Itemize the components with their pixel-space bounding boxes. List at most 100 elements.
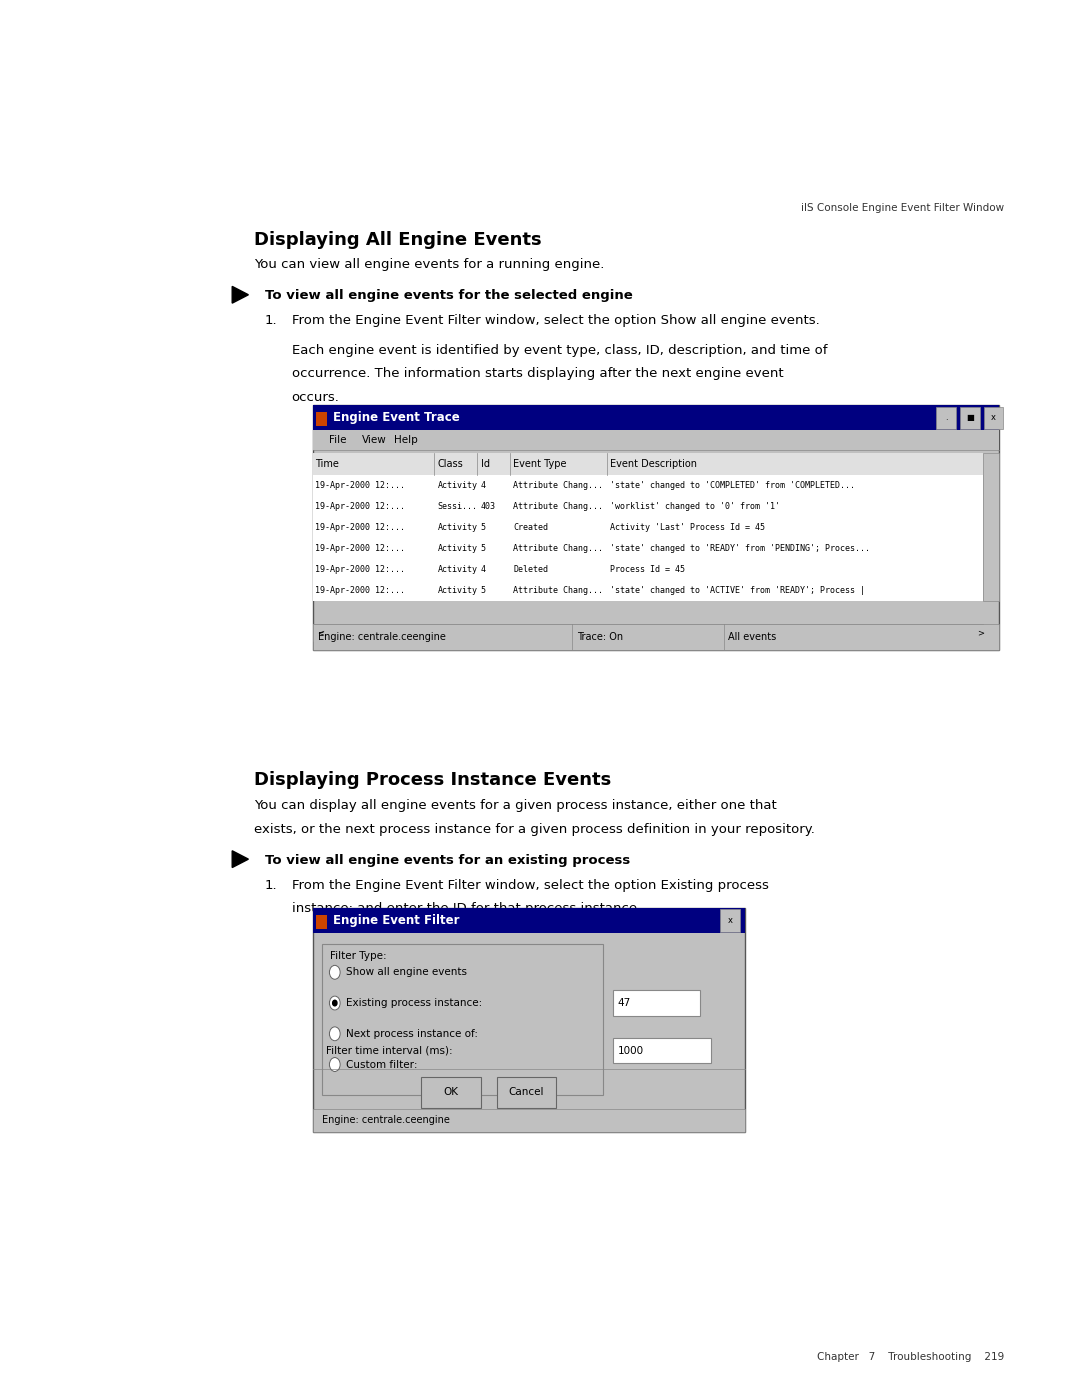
- Text: x: x: [991, 414, 996, 422]
- Circle shape: [329, 965, 340, 979]
- Text: Activity: Activity: [437, 585, 477, 595]
- Text: 'state' changed to 'COMPLETED' from 'COMPLETED...: 'state' changed to 'COMPLETED' from 'COM…: [610, 481, 855, 490]
- Text: All events: All events: [728, 631, 777, 643]
- Text: 'state' changed to 'ACTIVE' from 'READY'; Process |: 'state' changed to 'ACTIVE' from 'READY'…: [610, 585, 865, 595]
- Text: Time: Time: [315, 458, 339, 469]
- Text: 1000: 1000: [618, 1045, 644, 1056]
- Text: Filter Type:: Filter Type:: [330, 951, 387, 961]
- FancyBboxPatch shape: [613, 1038, 711, 1063]
- Text: Attribute Chang...: Attribute Chang...: [513, 481, 603, 490]
- Text: Attribute Chang...: Attribute Chang...: [513, 543, 603, 553]
- Text: <: <: [318, 629, 324, 637]
- Text: Attribute Chang...: Attribute Chang...: [513, 502, 603, 511]
- Text: Filter time interval (ms):: Filter time interval (ms):: [326, 1045, 453, 1056]
- Text: Sessi...: Sessi...: [437, 502, 477, 511]
- Text: 19-Apr-2000 12:...: 19-Apr-2000 12:...: [315, 543, 405, 553]
- Circle shape: [329, 996, 340, 1010]
- Text: ■: ■: [966, 414, 974, 422]
- Text: 1.: 1.: [265, 879, 278, 891]
- FancyBboxPatch shape: [936, 407, 956, 429]
- Text: View: View: [362, 434, 387, 446]
- Text: Show all engine events: Show all engine events: [346, 967, 467, 978]
- Polygon shape: [232, 286, 248, 303]
- Text: From the Engine Event Filter window, select the option Existing process: From the Engine Event Filter window, sel…: [292, 879, 769, 891]
- Text: Displaying All Engine Events: Displaying All Engine Events: [254, 231, 541, 249]
- FancyBboxPatch shape: [497, 1077, 556, 1108]
- Text: Activity 'Last' Process Id = 45: Activity 'Last' Process Id = 45: [610, 522, 766, 532]
- Text: Class: Class: [437, 458, 463, 469]
- Text: Deleted: Deleted: [513, 564, 548, 574]
- Text: Activity: Activity: [437, 564, 477, 574]
- FancyBboxPatch shape: [322, 944, 603, 1095]
- Text: Displaying Process Instance Events: Displaying Process Instance Events: [254, 771, 611, 789]
- Text: Each engine event is identified by event type, class, ID, description, and time : Each engine event is identified by event…: [292, 344, 827, 356]
- Text: Engine: centrale.ceengine: Engine: centrale.ceengine: [318, 631, 445, 643]
- Text: Event Description: Event Description: [610, 458, 698, 469]
- Text: 5: 5: [481, 522, 486, 532]
- Text: 19-Apr-2000 12:...: 19-Apr-2000 12:...: [315, 564, 405, 574]
- Text: Trace: On: Trace: On: [577, 631, 623, 643]
- Text: Event Type: Event Type: [513, 458, 567, 469]
- Text: To view all engine events for an existing process: To view all engine events for an existin…: [265, 854, 630, 866]
- FancyBboxPatch shape: [313, 538, 983, 559]
- Text: You can view all engine events for a running engine.: You can view all engine events for a run…: [254, 258, 604, 271]
- Text: instance: and enter the ID for that process instance.: instance: and enter the ID for that proc…: [292, 902, 640, 915]
- Text: 19-Apr-2000 12:...: 19-Apr-2000 12:...: [315, 522, 405, 532]
- FancyBboxPatch shape: [313, 496, 983, 517]
- FancyBboxPatch shape: [313, 517, 983, 538]
- Text: 4: 4: [481, 481, 486, 490]
- Text: .: .: [945, 414, 947, 422]
- FancyBboxPatch shape: [720, 909, 740, 932]
- Text: 47: 47: [618, 997, 631, 1009]
- FancyBboxPatch shape: [313, 453, 999, 475]
- Text: File: File: [329, 434, 347, 446]
- FancyBboxPatch shape: [313, 559, 983, 580]
- Text: 403: 403: [481, 502, 496, 511]
- FancyBboxPatch shape: [421, 1077, 481, 1108]
- Text: exists, or the next process instance for a given process definition in your repo: exists, or the next process instance for…: [254, 823, 814, 835]
- Text: iIS Console Engine Event Filter Window: iIS Console Engine Event Filter Window: [801, 203, 1004, 212]
- FancyBboxPatch shape: [313, 475, 983, 496]
- Text: 19-Apr-2000 12:...: 19-Apr-2000 12:...: [315, 481, 405, 490]
- Text: Chapter   7    Troubleshooting    219: Chapter 7 Troubleshooting 219: [818, 1352, 1004, 1362]
- Text: To view all engine events for the selected engine: To view all engine events for the select…: [265, 289, 633, 302]
- FancyBboxPatch shape: [313, 624, 999, 650]
- Text: Custom filter:: Custom filter:: [346, 1059, 417, 1070]
- Text: Attribute Chang...: Attribute Chang...: [513, 585, 603, 595]
- Text: Activity: Activity: [437, 543, 477, 553]
- Text: OK: OK: [444, 1087, 458, 1098]
- FancyBboxPatch shape: [613, 990, 700, 1016]
- FancyBboxPatch shape: [313, 430, 999, 450]
- Text: occurs.: occurs.: [292, 391, 339, 404]
- Text: 5: 5: [481, 585, 486, 595]
- FancyBboxPatch shape: [313, 908, 745, 1132]
- FancyBboxPatch shape: [960, 407, 980, 429]
- Text: Process Id = 45: Process Id = 45: [610, 564, 685, 574]
- FancyBboxPatch shape: [983, 453, 999, 601]
- Text: 'state' changed to 'READY' from 'PENDING'; Proces...: 'state' changed to 'READY' from 'PENDING…: [610, 543, 870, 553]
- FancyBboxPatch shape: [313, 580, 983, 601]
- Text: Cancel: Cancel: [509, 1087, 544, 1098]
- FancyBboxPatch shape: [316, 915, 327, 929]
- Text: Created: Created: [513, 522, 548, 532]
- Text: You can display all engine events for a given process instance, either one that: You can display all engine events for a …: [254, 799, 777, 812]
- Text: Engine Event Trace: Engine Event Trace: [333, 411, 459, 425]
- Text: Id: Id: [481, 458, 489, 469]
- Text: occurrence. The information starts displaying after the next engine event: occurrence. The information starts displ…: [292, 367, 783, 380]
- Text: 19-Apr-2000 12:...: 19-Apr-2000 12:...: [315, 585, 405, 595]
- Text: Next process instance of:: Next process instance of:: [346, 1028, 477, 1039]
- FancyBboxPatch shape: [313, 405, 999, 650]
- Text: 5: 5: [481, 543, 486, 553]
- Text: >: >: [977, 629, 984, 637]
- Text: From the Engine Event Filter window, select the option Show all engine events.: From the Engine Event Filter window, sel…: [292, 314, 820, 327]
- FancyBboxPatch shape: [313, 1109, 745, 1132]
- Text: 4: 4: [481, 564, 486, 574]
- Circle shape: [329, 1027, 340, 1041]
- Text: Existing process instance:: Existing process instance:: [346, 997, 482, 1009]
- Circle shape: [333, 1000, 337, 1006]
- FancyBboxPatch shape: [313, 624, 983, 641]
- FancyBboxPatch shape: [984, 407, 1003, 429]
- Text: Engine: centrale.ceengine: Engine: centrale.ceengine: [322, 1115, 449, 1126]
- Polygon shape: [232, 851, 248, 868]
- Text: Activity: Activity: [437, 522, 477, 532]
